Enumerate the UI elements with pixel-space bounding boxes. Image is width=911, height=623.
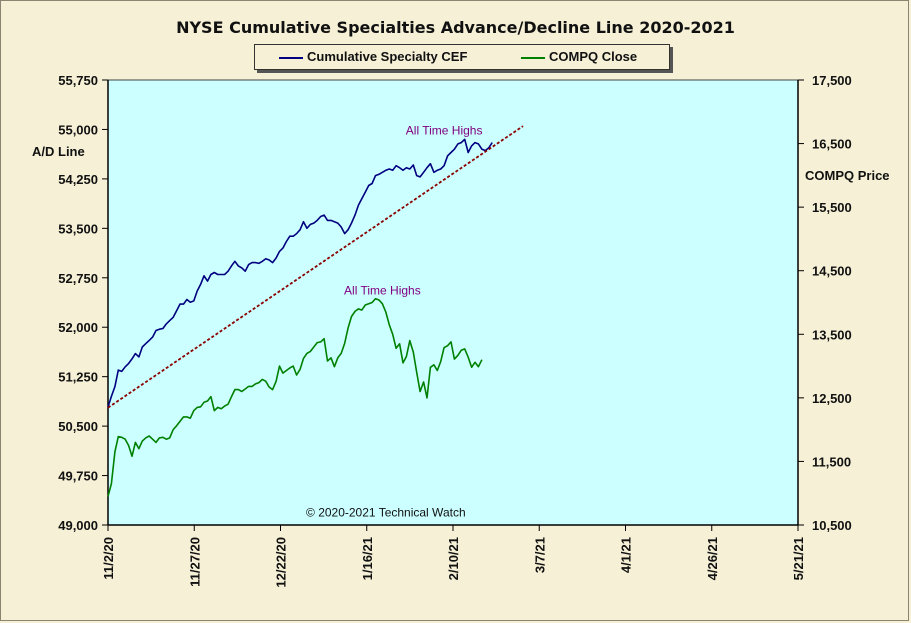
- left-tick-label: 52,750: [58, 271, 98, 286]
- x-tick-label: 4/26/21: [705, 537, 720, 580]
- axes: [102, 79, 804, 531]
- left-tick-label: 50,500: [58, 419, 98, 434]
- right-tick-label: 13,500: [812, 327, 852, 342]
- trend-line: [107, 125, 524, 409]
- right-tick-label: 12,500: [812, 391, 852, 406]
- annotation-ath-cef: All Time Highs: [406, 124, 483, 138]
- x-tick-label: 12/22/20: [274, 537, 289, 588]
- right-tick-label: 10,500: [812, 518, 852, 533]
- series-line-cef: [107, 138, 493, 408]
- x-tick-label: 11/27/20: [187, 537, 202, 587]
- x-tick-label: 2/10/21: [446, 537, 461, 580]
- plot-area: [107, 79, 799, 526]
- x-tick-label: 11/2/20: [101, 537, 116, 580]
- series-layer: [107, 125, 524, 497]
- left-axis-label: A/D Line: [32, 144, 85, 159]
- copyright-note: © 2020-2021 Technical Watch: [306, 505, 466, 519]
- left-tick-label: 55,750: [58, 73, 98, 88]
- series-line-compq: [107, 297, 483, 497]
- right-tick-label: 15,500: [812, 200, 852, 215]
- annotation-ath-compq: All Time Highs: [344, 283, 421, 297]
- left-tick-label: 49,750: [58, 469, 98, 484]
- left-tick-label: 51,250: [58, 370, 98, 385]
- right-tick-label: 11,500: [812, 454, 851, 469]
- left-tick-label: 52,000: [58, 320, 98, 335]
- right-tick-label: 17,500: [812, 73, 852, 88]
- legend: Cumulative Specialty CEF COMPQ Close: [254, 44, 670, 70]
- x-tick-label: 3/7/21: [532, 537, 547, 573]
- legend-swatch-compq: [521, 57, 545, 59]
- x-tick-label: 4/1/21: [619, 537, 634, 573]
- left-tick-label: 55,000: [58, 122, 98, 137]
- right-tick-label: 14,500: [812, 264, 852, 279]
- chart-title: NYSE Cumulative Specialties Advance/Decl…: [176, 18, 735, 37]
- right-tick-label: 16,500: [812, 137, 852, 152]
- legend-swatch-cef: [279, 57, 303, 59]
- legend-label-compq: COMPQ Close: [549, 49, 638, 64]
- right-axis-label: COMPQ Price: [805, 168, 890, 183]
- left-tick-label: 53,500: [58, 221, 98, 236]
- left-tick-label: 49,000: [58, 518, 98, 533]
- x-tick-label: 1/16/21: [360, 537, 375, 580]
- legend-label-cef: Cumulative Specialty CEF: [307, 49, 468, 64]
- left-tick-label: 54,250: [58, 172, 98, 187]
- x-tick-label: 5/21/21: [791, 537, 806, 580]
- labels-layer: 49,000 49,750 50,500 51,250 52,000 52,750 53,5…: [32, 73, 890, 588]
